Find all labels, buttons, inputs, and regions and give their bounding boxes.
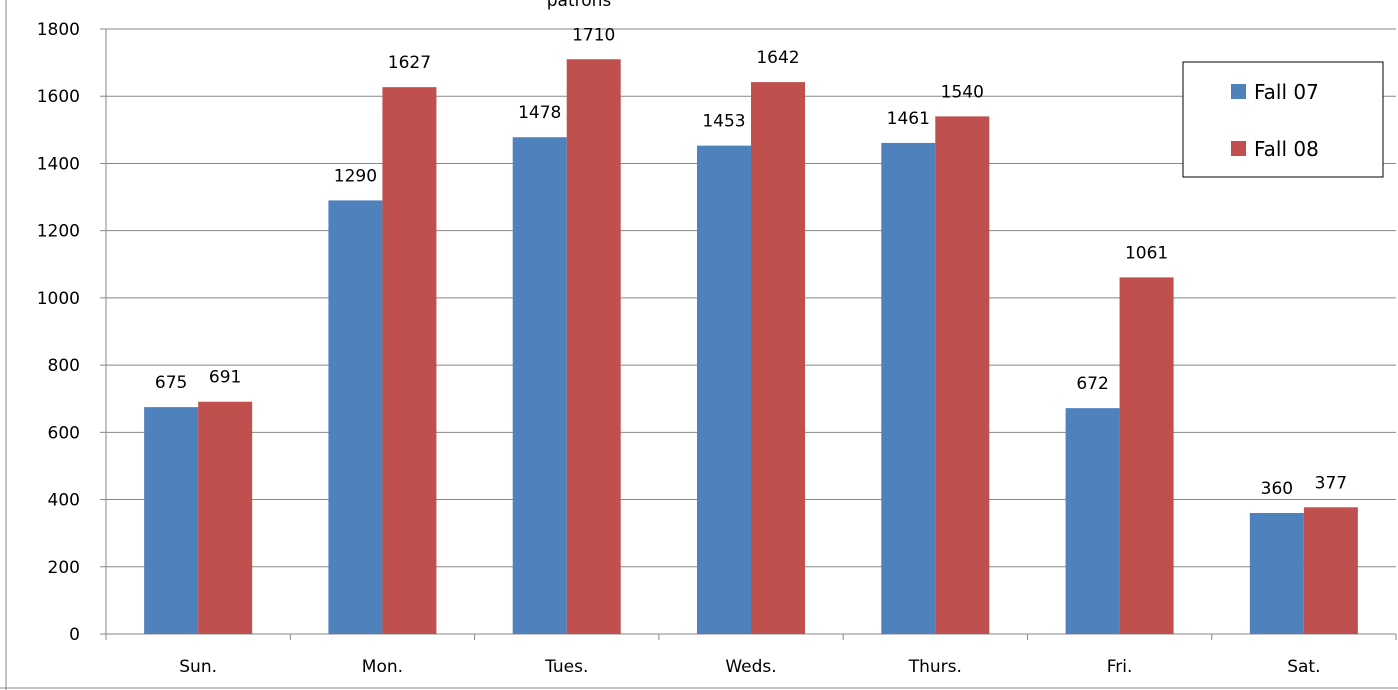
data-label: 377	[1315, 473, 1347, 493]
data-label: 1478	[518, 103, 561, 123]
x-tick-label: Weds.	[725, 657, 776, 677]
y-tick-label: 1000	[37, 289, 80, 309]
data-label: 1061	[1125, 243, 1168, 263]
bar-fall-07-tues	[512, 137, 567, 634]
bar-fall-07-weds	[697, 145, 751, 634]
y-tick-label: 1400	[37, 154, 80, 174]
legend-label: Fall 07	[1254, 80, 1319, 104]
data-label: 1627	[388, 53, 431, 73]
bar-fall-08-fri	[1119, 277, 1174, 634]
data-label: 1453	[702, 112, 745, 132]
bar-fall-08-mon	[382, 87, 437, 635]
bar-fall-08-sat	[1303, 507, 1358, 634]
chart-title: patrons	[547, 0, 612, 11]
y-tick-label: 1600	[37, 87, 80, 107]
data-labels: 675 691 1290 1627 1478 1710 1453 1642 1461 1540 67…	[155, 25, 1347, 499]
bar-fall-08-thurs	[935, 116, 990, 634]
bar-fall-07-sat	[1249, 513, 1304, 634]
data-label: 1290	[334, 166, 377, 186]
y-tick-label: 800	[48, 356, 80, 376]
data-label: 675	[155, 373, 187, 393]
bar-fall-08-sun	[198, 401, 253, 634]
bars	[144, 59, 1358, 635]
bar-fall-07-mon	[328, 200, 383, 634]
y-tick-label: 1200	[37, 222, 80, 242]
y-tick-label: 1800	[37, 20, 80, 40]
y-tick-label: 200	[48, 558, 80, 578]
data-label: 691	[209, 368, 241, 388]
y-tick-label: 600	[48, 423, 80, 443]
x-tick-label: Thurs.	[908, 657, 962, 677]
bar-fall-08-weds	[751, 82, 805, 635]
bar-fall-07-fri	[1065, 408, 1120, 634]
legend-swatch	[1231, 84, 1246, 99]
legend: Fall 07 Fall 08	[1182, 61, 1384, 178]
data-label: 1642	[756, 48, 799, 68]
data-label: 672	[1076, 374, 1108, 394]
data-label: 360	[1261, 479, 1293, 499]
bar-fall-08-tues	[566, 59, 621, 634]
data-label: 1540	[941, 82, 984, 102]
legend-swatch	[1231, 141, 1246, 156]
bar-fall-07-sun	[144, 407, 199, 634]
legend-box	[1182, 61, 1384, 178]
data-label: 1710	[572, 25, 615, 45]
bar-fall-07-thurs	[881, 142, 936, 635]
x-tick-label: Tues.	[544, 657, 588, 677]
x-tick-label: Sat.	[1287, 657, 1320, 677]
legend-label: Fall 08	[1254, 137, 1319, 161]
y-tick-label: 400	[48, 491, 80, 511]
x-tick-label: Sun.	[179, 657, 217, 677]
x-tick-label: Fri.	[1107, 657, 1133, 677]
data-label: 1461	[887, 109, 930, 129]
x-tick-label: Mon.	[362, 657, 403, 677]
y-tick-label: 0	[69, 625, 80, 645]
